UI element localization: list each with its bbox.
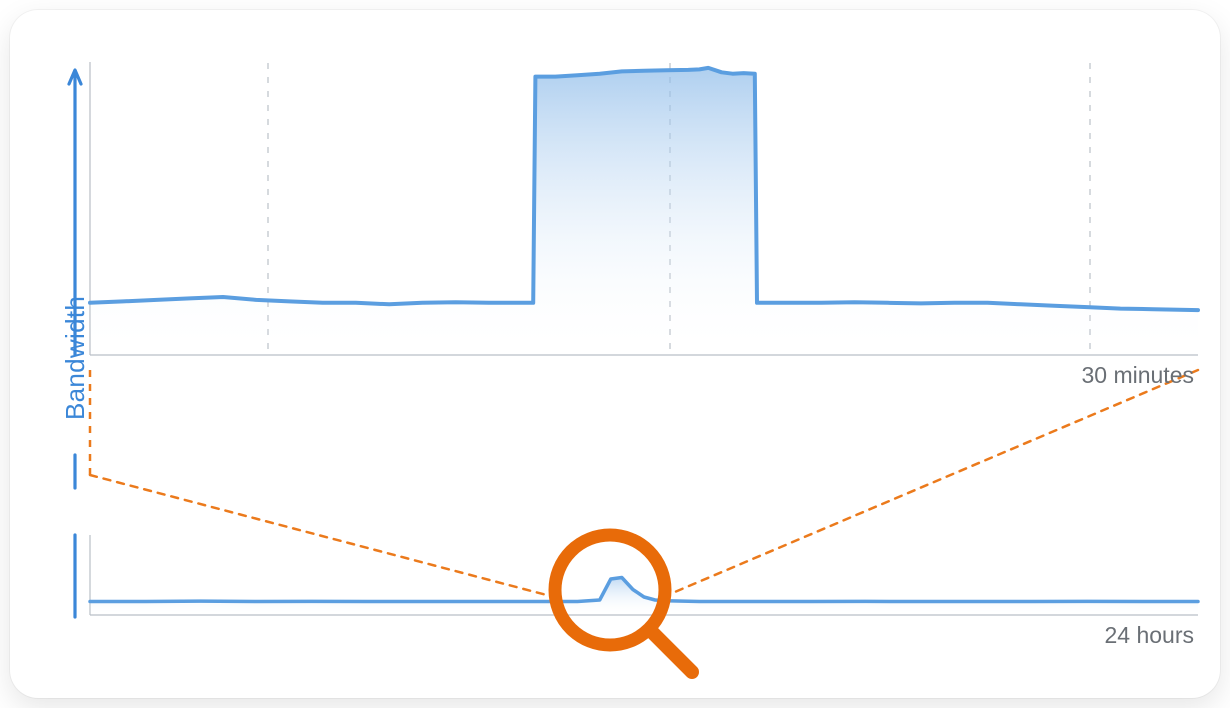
top-chart-area: [90, 68, 1198, 355]
chart-card: Bandwidth 30 minutes 24 hours: [10, 10, 1220, 698]
zoom-guide-left: [90, 475, 558, 598]
chart-svg: [10, 10, 1220, 698]
top-chart-sublabel: 30 minutes: [1081, 362, 1194, 389]
zoom-guide-right: [663, 370, 1198, 597]
y-axis-label: Bandwidth: [60, 296, 91, 420]
bottom-chart-line: [90, 578, 1198, 602]
magnifier-handle-icon: [650, 630, 692, 672]
bottom-chart-sublabel: 24 hours: [1104, 622, 1194, 649]
